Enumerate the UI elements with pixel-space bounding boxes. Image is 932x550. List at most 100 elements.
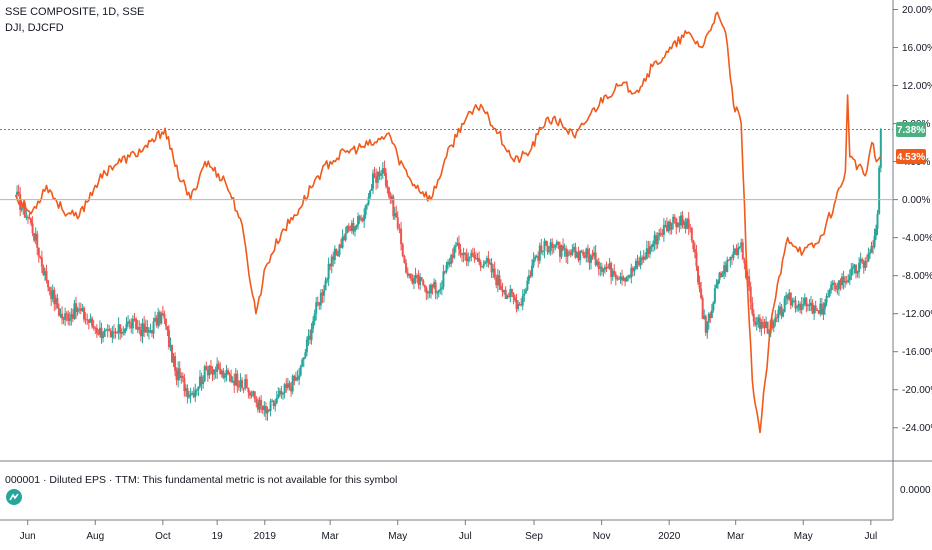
sse-candle-body [825, 296, 828, 303]
sse-candle-body [627, 275, 630, 278]
sse-candle-body [599, 266, 602, 269]
y-tick-label: -4.00% [902, 233, 932, 244]
sse-candle-body [498, 275, 501, 286]
sse-candle-body [39, 256, 42, 258]
sse-candle-body [656, 236, 659, 245]
sse-candle-body [409, 273, 412, 279]
sse-candle-body [672, 216, 675, 223]
sse-candle-body [330, 256, 333, 267]
sse-candle-body [751, 302, 754, 314]
sse-candle-body [457, 242, 460, 250]
sse-candle-body [384, 172, 387, 186]
sse-candle-body [490, 262, 493, 273]
sse-candle-body [316, 302, 319, 304]
sse-candle-body [583, 255, 586, 258]
sse-candle-body [710, 310, 713, 318]
sse-candle-body [700, 288, 703, 299]
sse-candle-body [645, 248, 648, 259]
price-axis[interactable]: 20.00%16.00%12.00%8.00%4.00%0.00%-4.00%-… [893, 5, 932, 434]
sse-candle-body [706, 322, 709, 333]
sse-candle-body [687, 218, 690, 228]
sse-candle-body [864, 261, 867, 269]
sse-candle-body [203, 366, 206, 382]
sse-candle-body [596, 261, 599, 266]
time-axis[interactable]: Jun Aug Oct 19 2019 Mar May Jul Sep Nov 2020 Mar May… [20, 520, 878, 542]
indicator-legend[interactable]: 000001 · Diluted EPS · TTM: This fundame… [5, 474, 398, 486]
sse-candle-body [275, 397, 278, 403]
sse-candle-body [269, 401, 272, 412]
sse-candle-body [552, 247, 555, 249]
sse-candle-body [754, 321, 757, 325]
sse-candle-body [443, 271, 446, 273]
sse-candle-body [624, 277, 627, 282]
sse-candle-body [426, 291, 429, 294]
sse-candle-body [255, 399, 258, 403]
sse-candle-body [157, 312, 160, 326]
sse-candle-body [796, 306, 799, 309]
sse-candle-body [593, 252, 596, 257]
sse-candle-body [293, 375, 296, 381]
sse-candle-body [346, 226, 349, 233]
sse-candle-body [37, 247, 40, 257]
sse-candle-body [189, 394, 192, 397]
sse-candle-body [23, 202, 26, 218]
sse-candle-body [507, 295, 510, 298]
sse-candle-body [406, 272, 409, 276]
sse-candle-body [576, 252, 579, 258]
sse-candle-body [319, 292, 322, 306]
sse-candle-body [62, 318, 65, 320]
sse-candle-body [772, 322, 775, 328]
sse-candle-body [400, 228, 403, 245]
sse-candle-body [166, 326, 169, 331]
sse-candle-body [817, 310, 820, 314]
sse-candle-body [364, 205, 367, 215]
sse-candle-body [139, 330, 142, 337]
sse-candle-body [814, 305, 817, 311]
sse-candle-body [634, 260, 637, 269]
sse-candle-body [467, 258, 470, 262]
main-series-legend[interactable]: SSE COMPOSITE, 1D, SSE [5, 6, 145, 18]
sse-candle-body [673, 216, 676, 219]
sse-candle-body [774, 317, 777, 323]
sse-candle-body [836, 288, 839, 290]
sse-candle-body [260, 399, 263, 406]
compare-series-legend[interactable]: DJI, DJCFD [5, 22, 64, 34]
y-tick-label: -12.00% [902, 309, 932, 320]
sse-candle-body [868, 252, 871, 254]
sse-candle-body [114, 332, 117, 334]
sse-candle-body [355, 224, 358, 228]
sse-candle-body [468, 256, 471, 259]
sse-candle-body [563, 248, 566, 250]
sse-candle-body [220, 370, 223, 375]
sse-candle-body [241, 380, 244, 388]
sse-candle-body [198, 376, 201, 387]
sse-candle-body [732, 251, 735, 258]
sse-candle-body [428, 291, 431, 294]
sse-candle-body [830, 284, 833, 291]
sse-candle-body [517, 304, 520, 309]
sse-candle-body [683, 221, 686, 225]
sse-candle-body [741, 242, 744, 260]
sse-candle-body [433, 282, 436, 288]
sse-candle-body [305, 339, 308, 353]
sse-candle-body [248, 392, 251, 396]
sse-candle-body [208, 365, 211, 376]
sse-candle-body [353, 227, 356, 232]
sse-candle-body [718, 272, 721, 281]
sse-candle-body [839, 280, 842, 286]
sse-candle-body [613, 270, 616, 275]
sse-candle-body [873, 235, 876, 248]
sse-candle-body [797, 303, 800, 307]
sse-candle-body [116, 332, 119, 334]
sse-candle-body [652, 243, 655, 247]
sse-candle-body [504, 289, 507, 299]
sse-candle-body [206, 369, 209, 376]
sse-candle-body [608, 263, 611, 269]
sse-candle-body [231, 380, 234, 382]
sse-candle-body [414, 275, 417, 279]
sse-candle-body [501, 289, 504, 293]
sse-candle-body [510, 289, 513, 294]
sse-candle-body [361, 218, 364, 221]
sse-candle-body [476, 258, 479, 260]
